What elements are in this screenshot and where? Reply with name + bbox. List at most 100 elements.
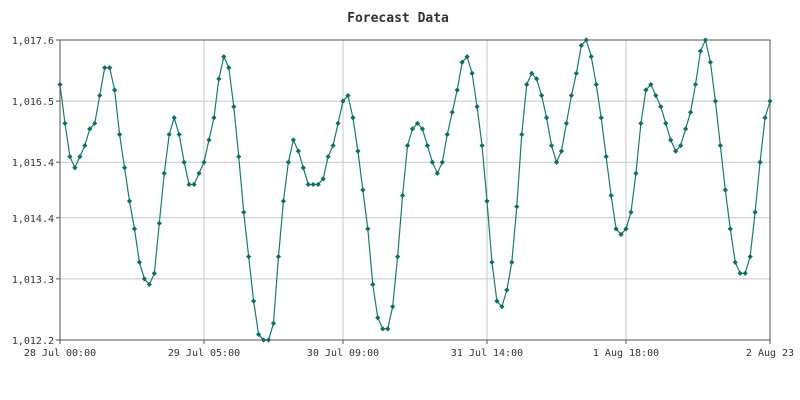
x-tick-label: 2 Aug 23 [746, 348, 794, 359]
data-point [67, 154, 73, 160]
data-point [221, 54, 227, 60]
data-point [692, 81, 699, 88]
data-point [668, 137, 674, 143]
data-point [678, 142, 684, 149]
grid-lines [59, 39, 771, 341]
data-point [742, 270, 748, 276]
data-point [548, 142, 555, 149]
data-point [419, 126, 426, 132]
data-point [568, 92, 574, 99]
data-point [260, 337, 267, 343]
series-line [59, 38, 771, 341]
data-point [429, 159, 435, 165]
data-point [380, 326, 386, 332]
data-point [211, 115, 217, 121]
data-point [583, 37, 589, 43]
data-point [241, 209, 247, 215]
data-point [539, 92, 545, 99]
data-point [340, 98, 346, 104]
data-point [112, 87, 118, 93]
data-point [648, 81, 654, 88]
data-point [355, 148, 361, 154]
data-point [136, 259, 143, 265]
data-point [638, 120, 644, 126]
data-point [623, 226, 629, 232]
y-tick-label: 1,012.2 [12, 336, 54, 347]
data-point [310, 181, 316, 188]
data-point [499, 304, 505, 310]
data-point [449, 109, 455, 115]
data-point [295, 148, 301, 154]
y-tick-label: 1,013.3 [12, 275, 54, 286]
data-point [345, 92, 351, 99]
data-point [439, 159, 445, 165]
data-point [390, 304, 396, 310]
data-point [131, 226, 138, 232]
data-point [156, 220, 162, 226]
data-point [658, 104, 664, 110]
x-tick-label: 30 Jul 09:00 [307, 348, 379, 359]
x-tick-label: 28 Jul 00:00 [24, 348, 96, 359]
data-point [722, 187, 728, 193]
data-point [409, 126, 416, 132]
data-point [280, 198, 287, 204]
data-point [246, 254, 252, 260]
data-point [216, 76, 222, 82]
data-point [116, 131, 123, 138]
data-point [663, 120, 669, 126]
y-tick-label: 1,016.5 [12, 97, 54, 108]
data-point [543, 115, 550, 121]
data-point [196, 170, 202, 176]
data-point [97, 92, 103, 99]
data-point [191, 181, 197, 188]
y-axis: 1,012.2 1,013.3 1,014.4 1,015.4 1,016.5 1,017… [12, 36, 60, 347]
data-point [504, 287, 510, 293]
y-tick-label: 1,015.4 [12, 158, 54, 169]
data-point [251, 298, 257, 304]
data-point [424, 142, 431, 149]
data-point [643, 87, 649, 93]
data-point [335, 120, 341, 126]
plot-frame [59, 39, 771, 341]
data-point [524, 81, 530, 88]
data-point [563, 120, 570, 126]
data-point [375, 315, 381, 321]
data-point [712, 98, 718, 104]
data-point [256, 331, 262, 338]
data-point [87, 126, 93, 132]
data-point [682, 126, 689, 132]
data-point [206, 137, 212, 143]
data-point [370, 281, 376, 288]
data-point [305, 181, 311, 188]
data-point [469, 70, 475, 76]
data-point [673, 148, 679, 154]
data-point [519, 131, 525, 138]
data-point [464, 54, 470, 60]
data-point [618, 231, 624, 238]
data-point [702, 37, 709, 43]
data-point [62, 120, 68, 126]
x-tick-label: 29 Jul 05:00 [168, 348, 240, 359]
data-point [141, 276, 148, 282]
data-point [176, 131, 182, 138]
data-point [171, 115, 177, 121]
data-point [459, 59, 465, 65]
data-point [330, 142, 336, 149]
data-point [226, 65, 232, 71]
data-point [315, 181, 321, 188]
data-point [732, 259, 738, 265]
data-point [573, 70, 579, 76]
data-point [275, 254, 282, 260]
data-point [265, 337, 272, 343]
data-point [593, 81, 599, 88]
data-point [578, 42, 584, 49]
data-point [613, 226, 619, 232]
data-point [161, 170, 167, 176]
data-point [434, 170, 440, 176]
data-point [444, 131, 450, 138]
data-point [717, 142, 723, 149]
data-point [77, 154, 83, 160]
data-point [454, 87, 460, 93]
